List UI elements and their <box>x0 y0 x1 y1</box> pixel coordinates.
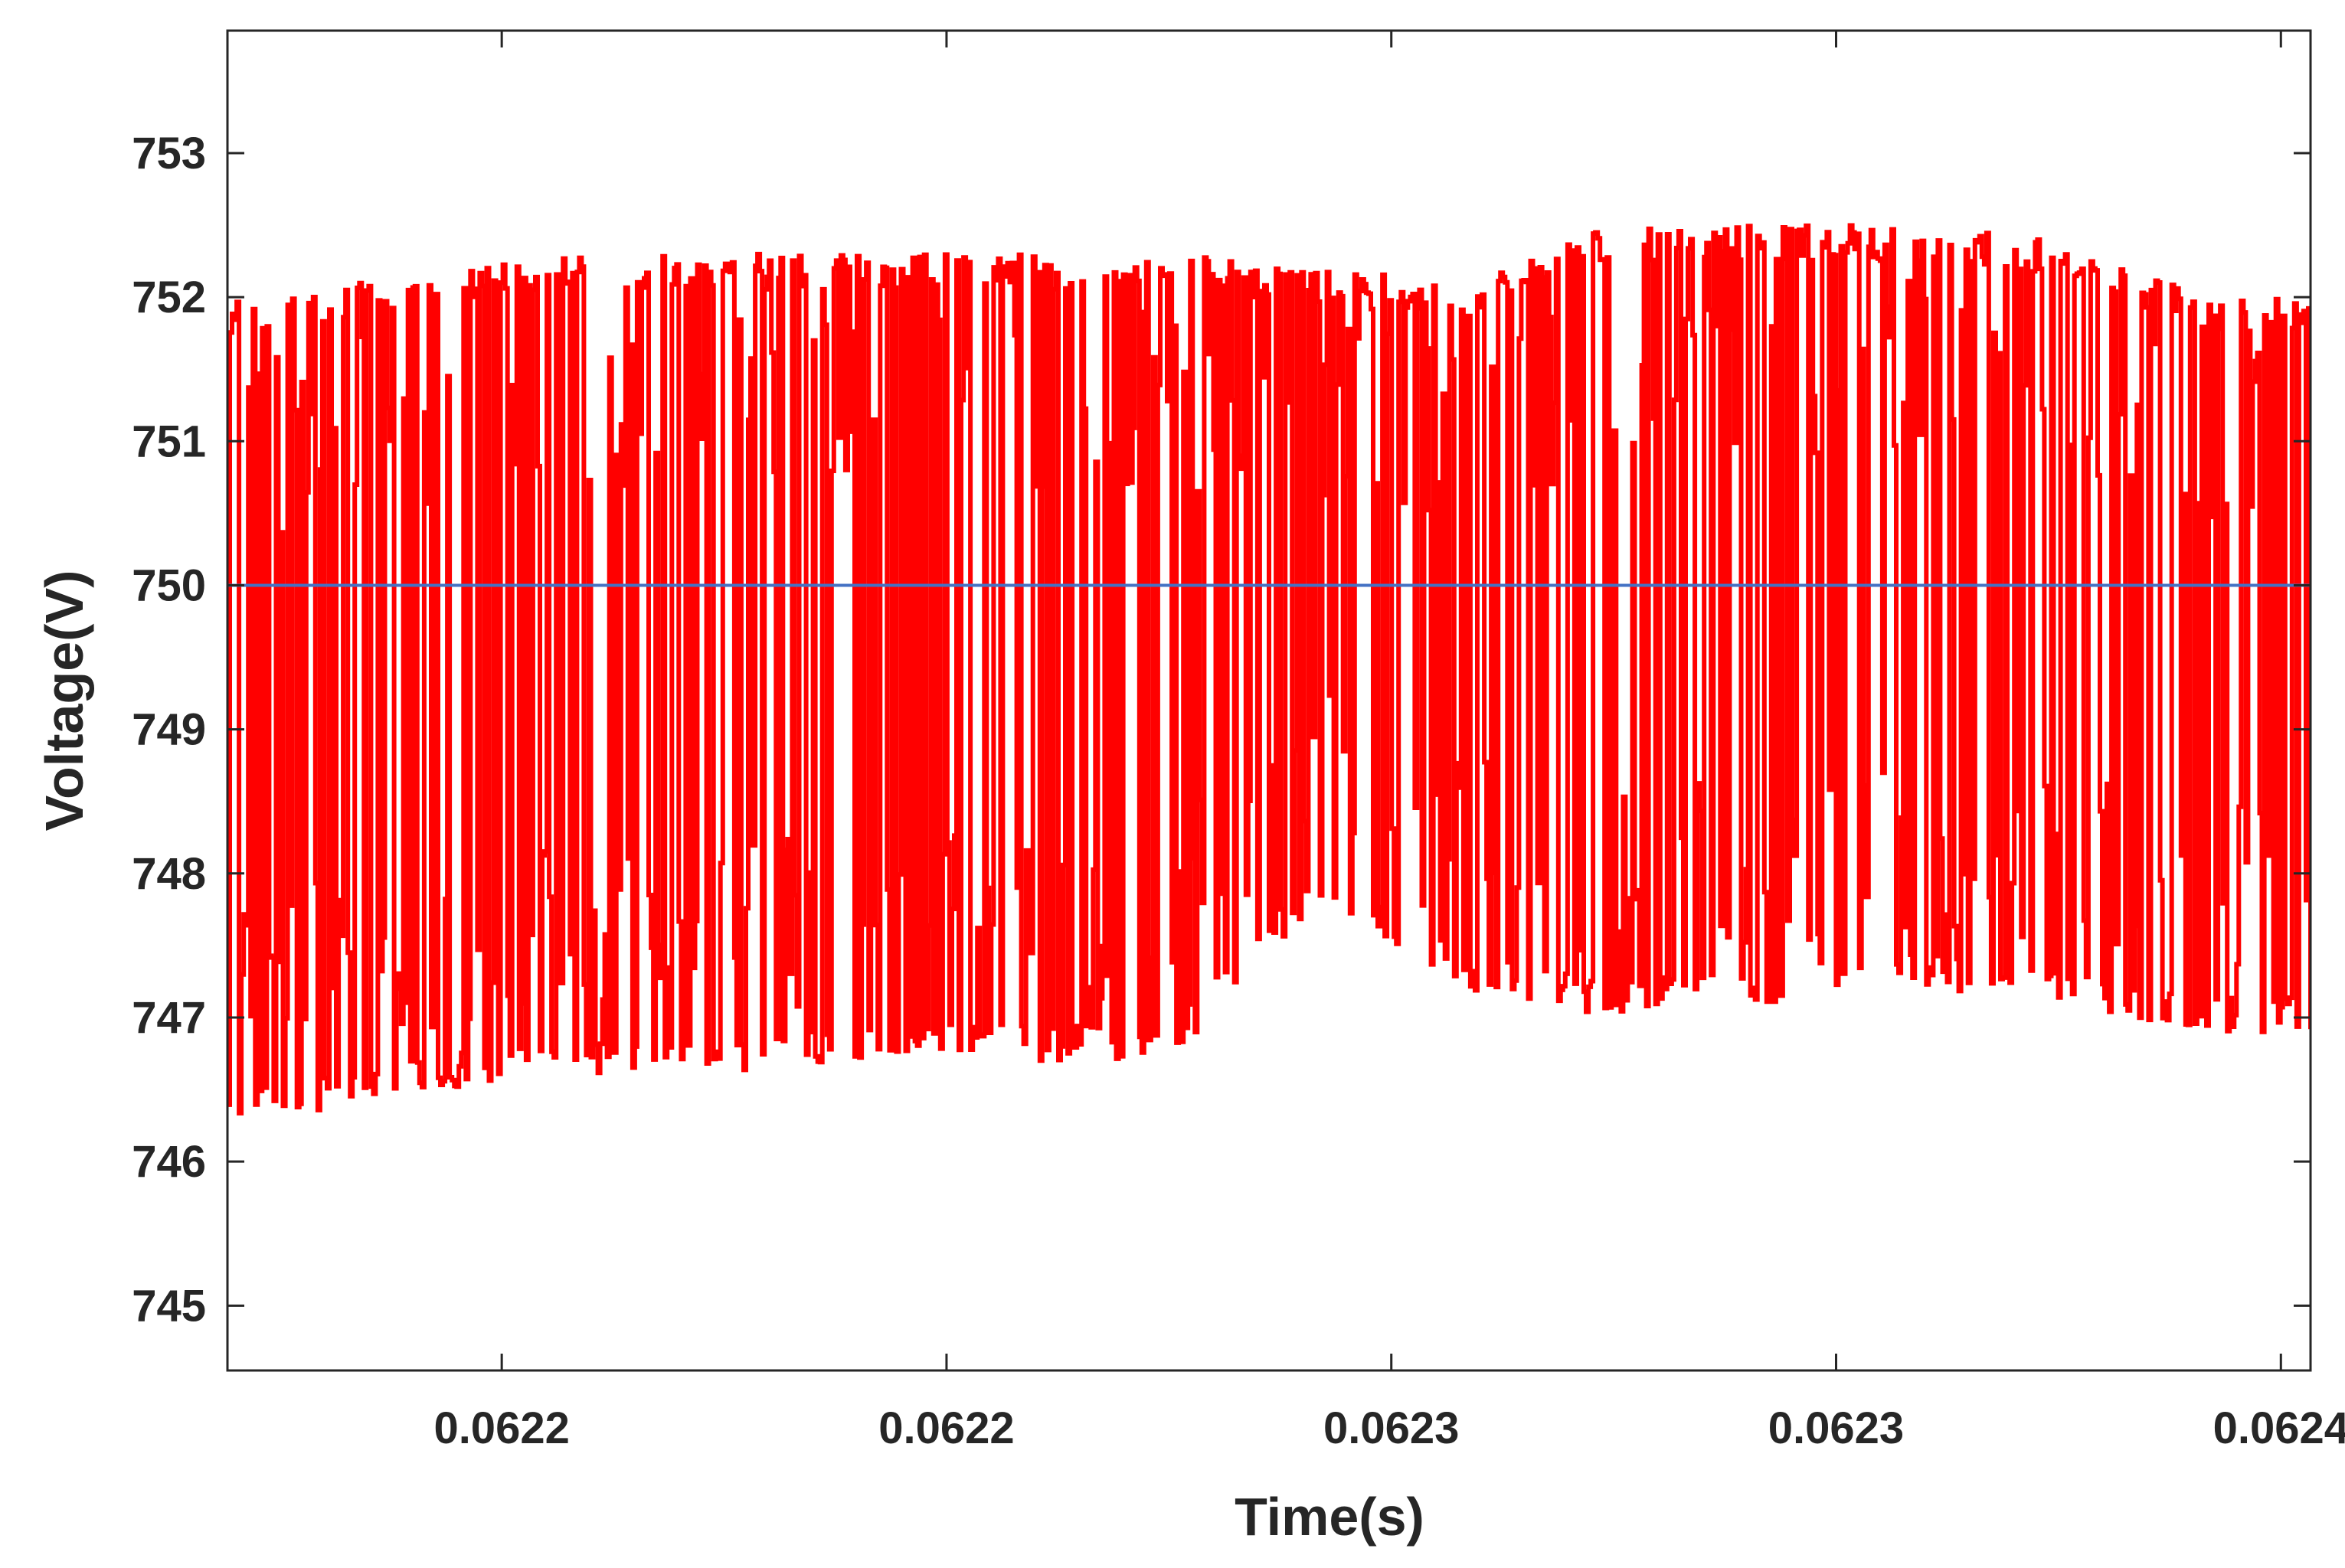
y-tick-label: 750 <box>132 560 206 610</box>
x-axis-title: Time(s) <box>1235 1487 1424 1547</box>
y-tick-label: 752 <box>132 273 206 322</box>
y-tick-label: 745 <box>132 1281 206 1331</box>
axes-box <box>226 29 2312 1372</box>
y-tick-label: 747 <box>132 993 206 1043</box>
x-tick-label: 0.0624 <box>2213 1403 2345 1453</box>
y-axis-title: Voltage(V) <box>34 570 94 831</box>
plot-area <box>227 223 2311 1116</box>
y-tick-label: 751 <box>132 416 206 466</box>
y-tick-label: 748 <box>132 849 206 899</box>
x-tick-label: 0.0622 <box>878 1403 1014 1453</box>
x-tick-label: 0.0623 <box>1323 1403 1459 1453</box>
ticks-layer: 745 746 747 748 749 750 751 752 753 0.0622 0.0622 0… <box>132 31 2345 1453</box>
y-tick-label: 753 <box>132 129 206 178</box>
x-tick-label: 0.0623 <box>1768 1403 1904 1453</box>
x-tick-label: 0.0622 <box>433 1403 569 1453</box>
y-tick-label: 749 <box>132 705 206 755</box>
series-red-voltage-ripple <box>227 223 2311 1116</box>
y-tick-label: 746 <box>132 1137 206 1187</box>
